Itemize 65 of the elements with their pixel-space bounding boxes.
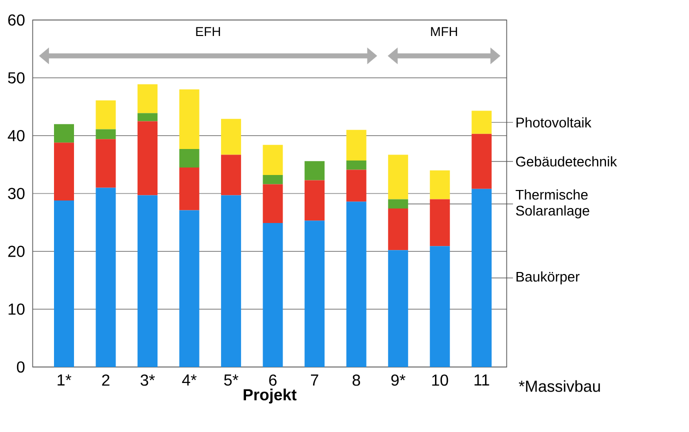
y-tick-label: 10: [8, 304, 25, 315]
bar: [138, 113, 158, 122]
bar: [262, 222, 283, 367]
text: *Massivbau: [518, 380, 600, 392]
bar: [472, 188, 492, 367]
bar: [138, 84, 158, 114]
bar: [430, 170, 450, 200]
x-tick-label: 3*: [140, 374, 155, 386]
bar: [96, 129, 116, 140]
bar: [262, 184, 283, 223]
bar: [221, 154, 242, 196]
bar: [346, 202, 366, 367]
bar: [472, 110, 492, 134]
bar: [388, 199, 408, 209]
x-tick-label: 4*: [182, 374, 197, 386]
text: Thermische Solaranlage: [516, 189, 590, 218]
x-tick-label: 11: [474, 374, 490, 386]
annotation: EFH: [196, 27, 220, 36]
x-tick-label: 10: [432, 374, 448, 386]
bar: [430, 246, 450, 367]
bar: [388, 208, 408, 250]
bar: [472, 134, 492, 189]
bar: [179, 89, 200, 149]
bar: [96, 100, 116, 130]
bar: [138, 195, 158, 367]
bar: [54, 142, 74, 200]
x-tick-label: 7: [310, 374, 318, 386]
x-tick-label: 1*: [58, 374, 72, 386]
bar: [96, 139, 116, 188]
series-label: Gebäudetechnik: [516, 156, 617, 167]
x-tick-label: 8: [352, 374, 360, 386]
x-tick-label: 6: [269, 374, 277, 386]
bar: [179, 148, 200, 168]
bar: [96, 188, 116, 367]
bar: [262, 174, 283, 184]
bar: [179, 167, 200, 210]
bar: [388, 154, 408, 200]
bar: [346, 160, 366, 170]
y-tick-label: 50: [8, 72, 25, 84]
bar: [346, 170, 366, 202]
y-tick-label: 30: [8, 188, 25, 200]
bar: [54, 200, 74, 367]
x-tick-label: 9*: [391, 374, 406, 386]
bar: [388, 250, 408, 367]
y-tick-label: 60: [8, 14, 25, 26]
bar: [221, 118, 242, 155]
series-label: Photovoltaik: [516, 117, 592, 128]
bar: [430, 199, 450, 246]
bar: [262, 144, 283, 175]
bar: [179, 210, 200, 367]
y-tick-label: 40: [8, 130, 25, 142]
bar: [346, 130, 366, 161]
bar: [304, 161, 325, 180]
y-tick-label: 0: [16, 361, 25, 373]
bar: [54, 124, 74, 143]
x-axis-title: Projekt: [244, 388, 297, 404]
bar: [138, 121, 158, 196]
bar: [221, 195, 242, 367]
bar: [304, 180, 325, 221]
x-tick-label: 2: [102, 374, 110, 386]
x-tick-label: 5*: [224, 374, 238, 386]
bar: [304, 220, 325, 367]
annotation: MFH: [431, 27, 458, 36]
series-label: Baukörper: [516, 271, 580, 284]
y-tick-label: 20: [8, 246, 25, 257]
